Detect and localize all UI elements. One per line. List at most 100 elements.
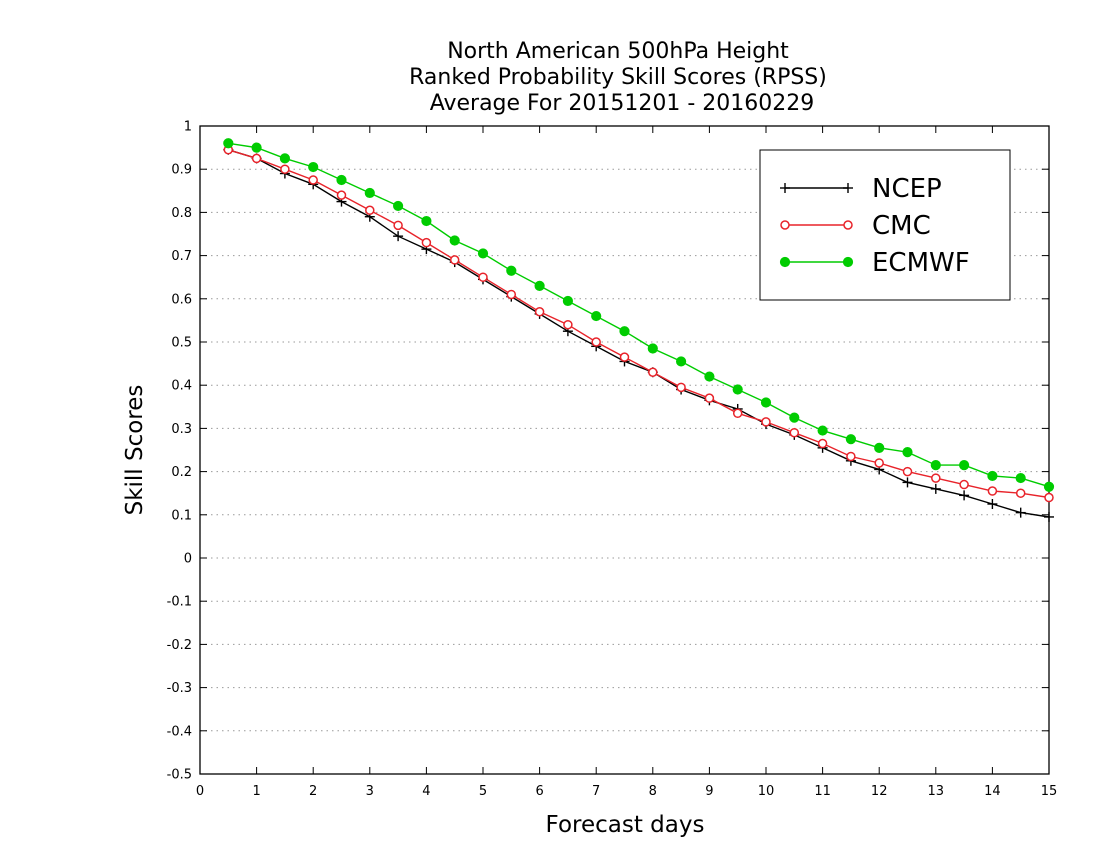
data-point-cmc [506,289,517,300]
data-point-ecmwf [393,200,404,212]
y-tick-label: -0.5 [167,768,192,783]
x-tick-label: 4 [422,784,430,799]
data-point-ecmwf [279,153,290,164]
x-tick-label: 10 [758,784,775,799]
y-tick-label: 0.1 [171,508,192,523]
data-point-ecmwf [987,470,998,482]
data-point-ncep [902,477,913,488]
y-tick-label: 0.9 [171,163,192,178]
data-point-ecmwf [732,384,743,395]
data-point-cmc [1015,488,1026,498]
data-point-cmc [280,164,290,174]
chart-title-line-2: Ranked Probability Skill Scores (RPSS) [409,65,827,90]
y-tick-label: -0.4 [167,724,192,739]
data-point-ecmwf [874,442,885,453]
data-point-ecmwf [336,174,347,186]
data-point-cmc [308,175,318,185]
series-ecmwf [223,138,1055,492]
x-tick-label: 0 [196,784,204,799]
y-tick-label: 0.7 [171,249,192,264]
data-point-cmc [704,393,715,403]
data-point-ecmwf [647,343,658,354]
data-point-cmc [987,486,998,496]
x-tick-label: 15 [1041,784,1058,799]
x-tick-label: 2 [309,784,317,799]
data-point-ecmwf [591,310,602,322]
data-point-cmc [478,272,488,282]
data-point-cmc [874,458,884,468]
y-tick-label: 0 [184,552,192,567]
x-axis-label: Forecast days [546,812,705,838]
legend-label-ncep: NCEP [872,174,942,204]
data-point-cmc [761,417,771,427]
legend-marker-cmc [843,220,853,230]
y-tick-label: 0.4 [171,379,192,394]
data-point-ecmwf [789,412,800,423]
data-point-cmc [931,473,941,483]
x-tick-label: 1 [252,784,260,799]
data-point-cmc [902,466,913,477]
data-point-ecmwf [760,397,772,408]
data-point-ecmwf [449,235,460,246]
data-point-ncep [930,483,941,494]
data-point-ecmwf [534,280,545,291]
legend-marker-ncep [843,183,853,193]
data-point-ecmwf [1015,472,1026,484]
x-tick-label: 7 [592,784,600,799]
axes: 1 0.9 0.8 0.7 0.6 0.5 0.4 0.3 0.2 0.1 0 -0.1 -0.2 -0.… [167,120,1058,800]
y-axis-label: Skill Scores [122,385,148,516]
data-point-ecmwf [562,295,574,307]
chart-title-line-3: Average For 20151201 - 20160229 [430,91,815,116]
data-point-cmc [959,479,969,490]
data-point-ecmwf [421,215,432,227]
data-point-ecmwf [308,161,319,173]
x-tick-label: 3 [366,784,374,799]
y-tick-label: 0.3 [171,422,192,437]
data-point-cmc [365,205,375,215]
data-point-ecmwf [845,434,857,445]
legend-marker-ncep [780,183,790,193]
data-point-cmc [676,382,686,393]
data-point-ecmwf [676,356,687,367]
y-tick-label: 0.2 [171,465,192,480]
data-point-cmc [817,438,828,449]
series-cmc [223,145,1054,503]
y-tick-label: -0.2 [167,638,192,653]
data-point-cmc [449,255,460,265]
data-point-ecmwf [959,460,970,471]
legend-marker-cmc [780,220,790,230]
data-point-cmc [619,352,630,362]
data-point-cmc [251,153,262,164]
data-point-ncep [393,231,404,242]
y-tick-label: -0.1 [167,595,192,610]
legend-label-ecmwf: ECMWF [872,248,970,278]
data-point-cmc [732,408,743,419]
x-tick-label: 14 [984,784,1001,799]
gridlines [200,168,1049,732]
y-tick-label: 1 [184,120,192,135]
x-tick-label: 13 [928,784,945,799]
legend: NCEP CMC ECMWF [759,149,1011,301]
series-line-ecmwf [228,142,1050,488]
y-tick-label: -0.3 [167,681,192,696]
data-point-cmc [393,220,403,231]
legend-marker-ecmwf [779,256,791,268]
data-point-ncep [1044,511,1054,522]
data-point-ncep [987,499,998,509]
legend-label-cmc: CMC [872,211,931,241]
plot-frame [199,125,1050,775]
x-tick-label: 12 [871,784,888,799]
chart-title-line-1: North American 500hPa Height [447,39,789,64]
data-point-cmc [591,337,601,347]
x-tick-label: 8 [649,784,657,799]
y-tick-label: 0.8 [171,206,192,221]
data-point-cmc [336,190,347,200]
data-point-cmc [534,307,545,317]
x-tick-label: 11 [814,784,831,799]
data-point-cmc [1044,492,1054,503]
data-point-ecmwf [930,460,941,471]
data-point-ecmwf [704,371,715,382]
data-point-cmc [563,319,573,330]
data-point-ecmwf [251,142,262,153]
legend-marker-ecmwf [842,256,854,268]
